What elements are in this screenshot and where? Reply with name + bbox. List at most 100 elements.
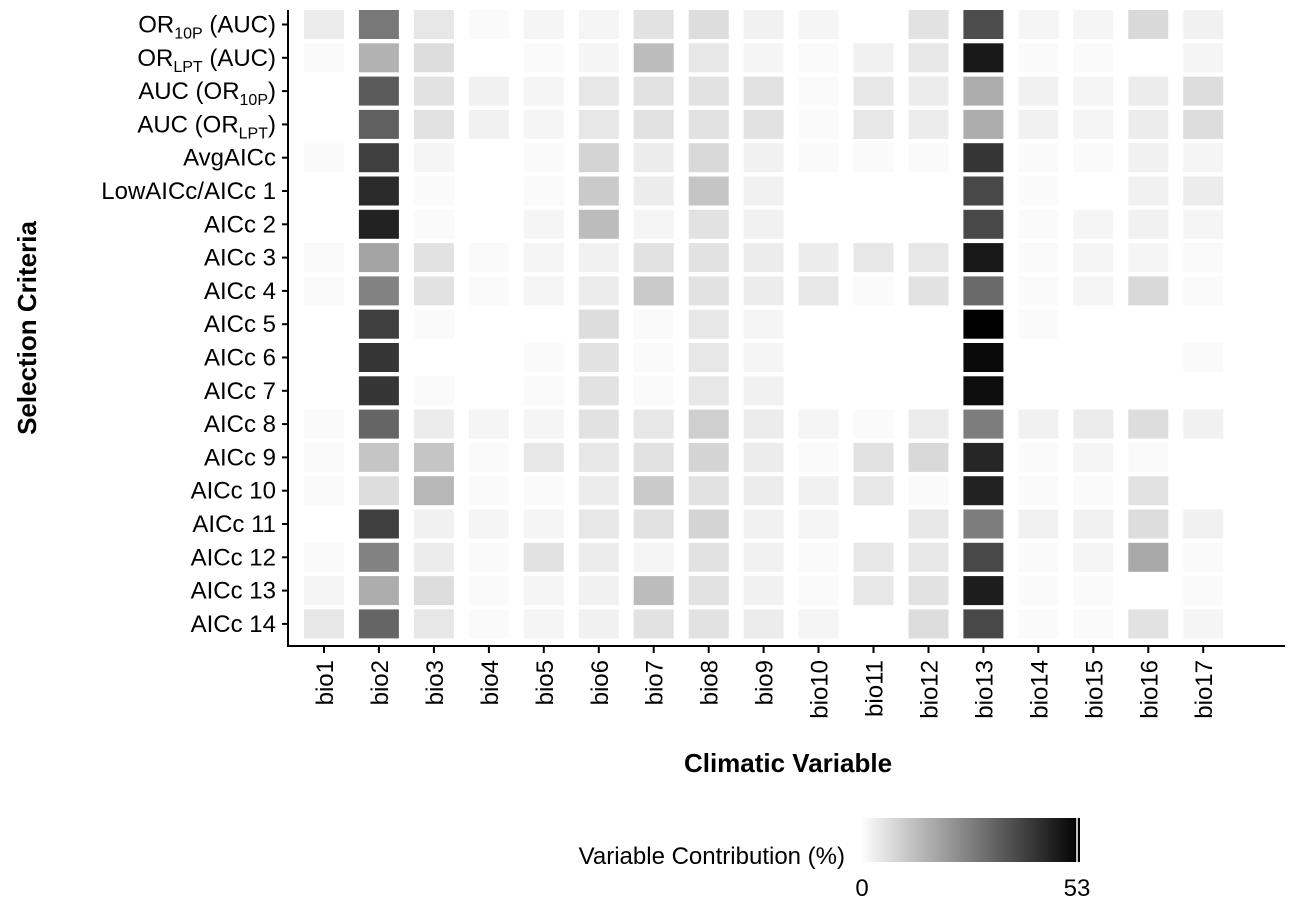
heatmap-cell [468, 442, 509, 472]
heatmap-cell [1018, 542, 1059, 572]
heatmap-cell [633, 143, 674, 173]
heatmap-cell [1073, 409, 1114, 439]
heatmap-cell [633, 76, 674, 106]
heatmap-cell [963, 209, 1004, 239]
heatmap-cell [358, 209, 399, 239]
y-tick-label: ORLPT (AUC) [137, 45, 276, 76]
heatmap-cell [743, 143, 784, 173]
heatmap-cell [853, 509, 894, 539]
heatmap-cell [304, 143, 344, 173]
heatmap-cell [358, 243, 399, 273]
heatmap-cell [908, 10, 949, 39]
heatmap-cell [304, 276, 344, 306]
heatmap-cell [578, 476, 619, 506]
heatmap-cell [1183, 109, 1224, 139]
heatmap-cell [304, 409, 344, 439]
heatmap-cell [468, 243, 509, 273]
heatmap-cell [1183, 276, 1224, 306]
x-tick-label: bio11 [862, 660, 889, 717]
heatmap-cell [468, 10, 509, 39]
heatmap-cell [688, 109, 729, 139]
heatmap-cell [578, 10, 619, 39]
heatmap-cell [1018, 243, 1059, 273]
heatmap-cell [468, 409, 509, 439]
heatmap-cell [853, 109, 894, 139]
heatmap-cell [798, 176, 839, 206]
heatmap-cell [468, 309, 509, 339]
heatmap-cell [743, 343, 784, 372]
heatmap-cell [853, 76, 894, 106]
x-axis-ticks: bio1 bio2 bio3 bio4 bio5 bio6 bio7 bio8 bio9 bio1… [312, 646, 1218, 719]
heatmap-cell [798, 376, 839, 406]
heatmap-cell [743, 309, 784, 339]
heatmap-cell [963, 409, 1004, 439]
y-tick-label: AICc 9 [204, 444, 276, 471]
heatmap-cell [908, 143, 949, 173]
heatmap-cell [633, 542, 674, 572]
heatmap-cell [413, 476, 454, 506]
heatmap-cell [908, 243, 949, 273]
heatmap-cell [1018, 209, 1059, 239]
heatmap-cell [468, 143, 509, 173]
heatmap-cell [1073, 76, 1114, 106]
heatmap-cell [1128, 43, 1169, 73]
heatmap-cell [688, 509, 729, 539]
heatmap-cell [853, 343, 894, 372]
heatmap-cell [633, 243, 674, 273]
heatmap-cell [908, 76, 949, 106]
heatmap-cell [523, 10, 564, 39]
colorbar-min-label: 0 [855, 875, 868, 902]
heatmap-cell [578, 309, 619, 339]
x-tick-label: bio1 [312, 660, 339, 705]
heatmap-cell [523, 442, 564, 472]
heatmap-cell [963, 542, 1004, 572]
heatmap-cell [908, 176, 949, 206]
heatmap-cell [578, 442, 619, 472]
heatmap-cell [468, 76, 509, 106]
heatmap-cell [578, 409, 619, 439]
heatmap-cell [853, 409, 894, 439]
heatmap-cell [743, 43, 784, 73]
heatmap-cell [468, 609, 509, 639]
heatmap-cell [1128, 143, 1169, 173]
heatmap-cell [688, 542, 729, 572]
heatmap-cell [1073, 243, 1114, 273]
heatmap-cell [413, 243, 454, 273]
heatmap-cell [798, 442, 839, 472]
x-tick-label: bio17 [1191, 660, 1218, 719]
heatmap-cell [743, 609, 784, 639]
heatmap-cell [523, 243, 564, 273]
heatmap-cell [1128, 476, 1169, 506]
heatmap-cell [798, 343, 839, 372]
y-tick-label: AUC (OR10P) [138, 78, 276, 109]
heatmap-cell [468, 576, 509, 606]
x-tick-label: bio14 [1026, 660, 1053, 719]
heatmap-cell [413, 609, 454, 639]
heatmap-cell [633, 442, 674, 472]
heatmap-cell [1018, 442, 1059, 472]
y-tick-label: AICc 14 [191, 611, 276, 638]
heatmap-cell [633, 109, 674, 139]
heatmap-cell [1018, 309, 1059, 339]
heatmap-cell [908, 276, 949, 306]
y-tick-label: AICc 4 [204, 278, 276, 305]
heatmap-cell [963, 376, 1004, 406]
y-tick-label: LowAICc/AICc 1 [101, 178, 276, 205]
heatmap-cell [853, 10, 894, 39]
heatmap-cell [633, 576, 674, 606]
heatmap-cell [1073, 343, 1114, 372]
heatmap-cell [358, 10, 399, 39]
heatmap-cell [523, 542, 564, 572]
x-tick-label: bio7 [642, 660, 669, 705]
y-tick-label: AICc 10 [191, 478, 276, 505]
heatmap-cell [633, 10, 674, 39]
y-tick-label: AICc 5 [204, 311, 276, 338]
heatmap-cell [688, 576, 729, 606]
heatmap-cell [304, 576, 344, 606]
heatmap-cell [413, 43, 454, 73]
heatmap-cell [413, 143, 454, 173]
heatmap-cell [688, 143, 729, 173]
heatmap-cell [963, 276, 1004, 306]
heatmap-cell [1128, 176, 1169, 206]
